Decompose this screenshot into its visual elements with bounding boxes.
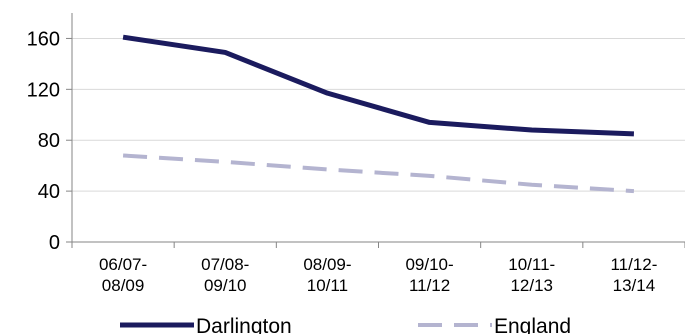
y-tick-label: 40: [38, 181, 60, 203]
series-line-darlington: [122, 34, 635, 137]
x-tick-label: 11/12-13/14: [610, 255, 657, 295]
legend-label-darlington: Darlington: [196, 315, 292, 334]
x-tick-label: 08/09-10/11: [303, 255, 351, 295]
x-tick-label: 06/07-08/09: [99, 255, 147, 295]
series-line-england: [122, 153, 635, 194]
x-tick-label: 07/08-09/10: [201, 255, 249, 295]
legend: Darlington England: [120, 315, 571, 334]
tick-labels: 0 40 80 120 160 06/07-08/09 07/08-09/10 08/09-1…: [27, 28, 658, 295]
y-tick-label: 120: [27, 79, 60, 101]
series-lines: [122, 34, 635, 194]
y-tick-label: 0: [49, 232, 60, 254]
y-tick-label: 160: [27, 28, 60, 50]
legend-label-england: England: [494, 315, 571, 334]
axes: [66, 13, 685, 248]
y-tick-label: 80: [38, 130, 60, 152]
x-tick-label: 09/10-11/12: [405, 255, 453, 295]
x-tick-label: 10/11-12/13: [508, 255, 555, 295]
gridlines: [72, 37, 685, 192]
